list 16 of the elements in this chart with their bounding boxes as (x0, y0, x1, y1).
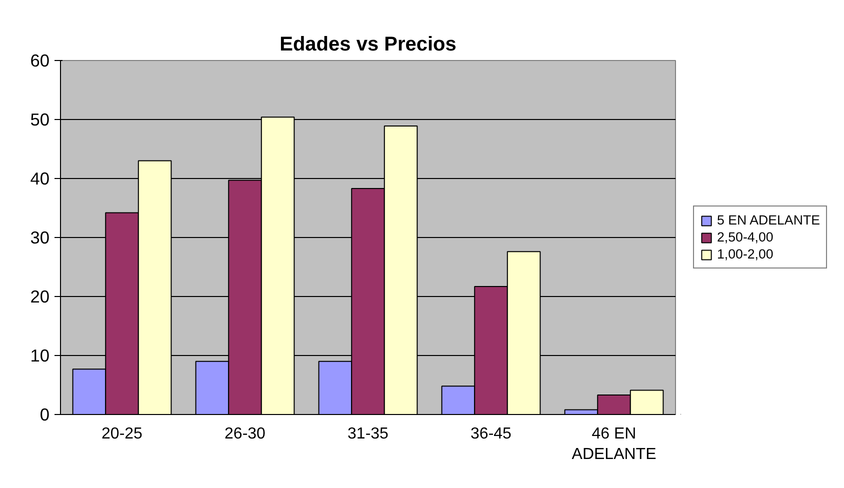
x-tick-label: 26-30 (224, 426, 266, 442)
x-tick-label: 20-25 (102, 426, 143, 442)
y-tick-label: 40 (30, 168, 50, 188)
y-tick-label: 0 (40, 404, 50, 424)
x-tick-label: 46 EN ADELANTE (572, 426, 656, 463)
legend-label: 5 EN ADELANTE (717, 212, 820, 228)
y-tick-label: 10 (30, 346, 50, 366)
x-tick-label: 36-45 (470, 426, 512, 442)
x-tick-label: 31-35 (348, 426, 389, 442)
y-tick-label: 30 (30, 228, 50, 248)
y-tick-label: 20 (30, 286, 50, 306)
legend-label: 2,50-4,00 (717, 230, 774, 244)
y-tick-label: 60 (30, 50, 50, 70)
y-tick-label: 50 (30, 110, 50, 130)
legend-label: 1,00-2,00 (717, 246, 774, 262)
chart-title: Edades vs Precios (280, 34, 456, 56)
